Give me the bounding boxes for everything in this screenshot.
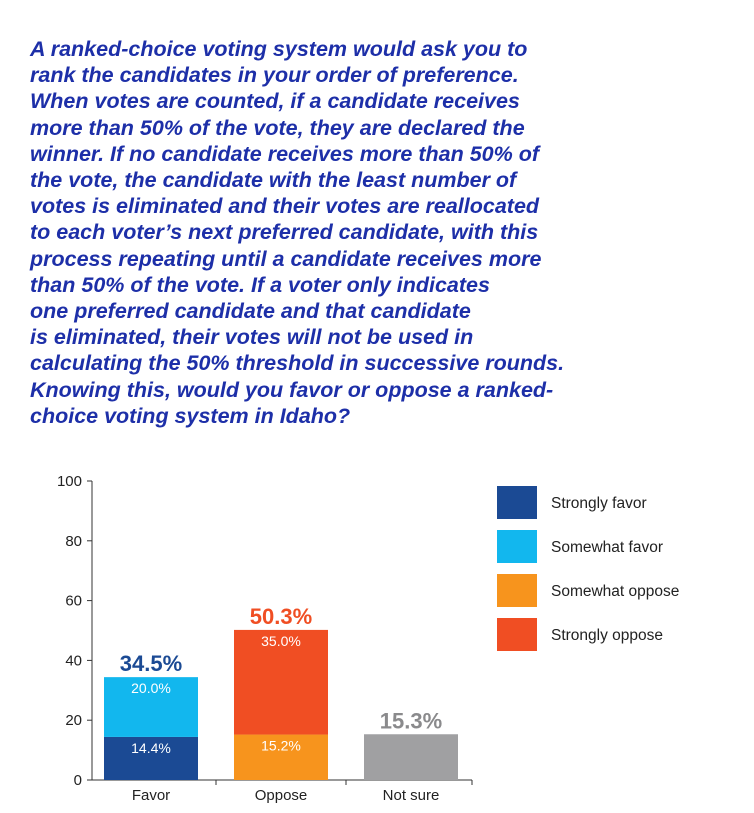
bar-label-strongly-favor: 14.4%: [131, 740, 171, 756]
legend-swatch-somewhat-oppose: [497, 574, 537, 607]
bar-not-sure: [364, 734, 458, 780]
question-text: A ranked-choice voting system would ask …: [30, 37, 565, 428]
x-label-oppose: Oppose: [255, 787, 308, 804]
legend-label-strongly-favor: Strongly favor: [551, 495, 647, 512]
total-label-oppose: 50.3%: [250, 604, 312, 629]
y-tick-label-20: 20: [65, 712, 82, 729]
y-tick-label-0: 0: [74, 772, 82, 789]
bar-label-strongly-oppose: 35.0%: [261, 633, 301, 649]
legend-label-somewhat-favor: Somewhat favor: [551, 539, 663, 556]
total-label-not-sure: 15.3%: [380, 708, 442, 733]
bar-strongly-favor: [104, 736, 198, 780]
total-label-favor: 34.5%: [120, 651, 182, 676]
x-label-not-sure: Not sure: [383, 787, 440, 804]
x-label-favor: Favor: [132, 787, 170, 804]
bar-somewhat-favor: [104, 677, 198, 737]
y-tick-label-100: 100: [57, 473, 82, 490]
bar-strongly-oppose: [234, 629, 328, 735]
bar-somewhat-oppose: [234, 734, 328, 780]
bar-label-somewhat-favor: 20.0%: [131, 680, 171, 696]
legend-swatch-somewhat-favor: [497, 530, 537, 563]
legend-label-strongly-oppose: Strongly oppose: [551, 627, 663, 644]
legend-swatch-strongly-oppose: [497, 618, 537, 651]
y-tick-label-80: 80: [65, 533, 82, 550]
bar-label-somewhat-oppose: 15.2%: [261, 738, 301, 754]
y-tick-label-60: 60: [65, 593, 82, 610]
legend-label-somewhat-oppose: Somewhat oppose: [551, 583, 679, 600]
legend-swatch-strongly-favor: [497, 486, 537, 519]
y-tick-label-40: 40: [65, 652, 82, 669]
